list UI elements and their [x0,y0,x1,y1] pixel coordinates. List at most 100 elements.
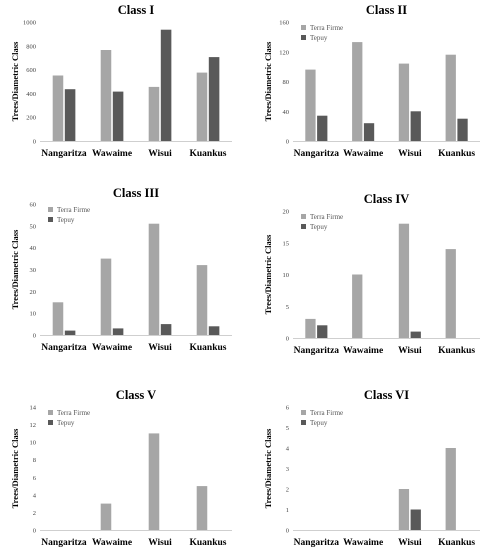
bar-terra-firme [305,318,316,338]
bar-terra-firme [445,448,456,530]
bar-tepuy [317,325,328,338]
y-tick-label: 14 [30,405,37,412]
legend-swatch [301,35,306,40]
chart-2: Class II Trees/Diametric Class 0 40 80 120 160… [263,3,480,159]
legend-label: Tepuy [57,419,75,427]
y-tick-label: 0 [286,336,289,343]
y-tick-label: 60 [30,202,37,209]
y-tick-label: 0 [33,139,36,146]
legend-swatch [48,217,53,222]
category-label: Wisui [398,149,422,159]
bar-terra-firme [148,86,160,141]
category-label: Wisui [148,343,172,353]
bar-tepuy [410,331,421,338]
bar-terra-firme [196,72,208,141]
y-axis-label: Trees/Diametric Class [263,41,273,121]
legend-label: Tepuy [310,34,328,42]
bar-terra-firme [445,249,456,338]
bar-tepuy [64,89,76,141]
y-tick-label: 8 [33,457,36,464]
y-tick-label: 600 [26,67,36,74]
legend-label: Tepuy [310,419,328,427]
bar-terra-firme [398,489,410,530]
y-tick-label: 1 [286,507,289,514]
legend-label: Terra Firme [310,409,343,417]
category-label: Kuankus [190,343,227,353]
bar-terra-firme [398,223,410,338]
legend-swatch [301,25,306,30]
category-label: Kuankus [190,149,227,159]
category-label: Nangaritza [294,149,340,159]
y-tick-label: 0 [33,333,36,340]
category-label: Kuankus [438,538,475,548]
chart-title: Class V [116,388,156,402]
bar-terra-firme [148,433,160,530]
bar-tepuy [410,111,421,142]
category-label: Nangaritza [294,346,340,356]
category-label: Wisui [148,538,172,548]
y-tick-label: 40 [283,109,290,116]
y-tick-label: 4 [33,492,37,499]
legend-swatch [48,410,53,415]
y-tick-label: 2 [286,487,289,494]
y-tick-label: 50 [30,223,37,230]
category-label: Nangaritza [294,538,340,548]
legend-swatch [301,214,306,219]
y-tick-label: 40 [30,245,37,252]
y-tick-label: 15 [283,240,290,247]
category-label: Kuankus [190,538,227,548]
category-label: Wawaime [92,149,132,159]
legend-label: Tepuy [57,216,75,224]
y-tick-label: 3 [286,466,289,473]
bar-terra-firme [52,302,64,336]
legend-swatch [48,420,53,425]
bar-terra-firme [100,503,112,530]
category-label: Wawaime [343,538,383,548]
bar-tepuy [208,326,220,335]
category-label: Wawaime [92,343,132,353]
y-tick-label: 20 [283,209,290,216]
y-tick-label: 800 [26,43,36,50]
category-label: Wawaime [343,149,383,159]
chart-title: Class IV [364,192,410,206]
chart-title: Class I [118,3,155,17]
category-label: Wawaime [343,346,383,356]
y-tick-label: 120 [279,49,289,56]
bar-terra-firme [352,274,363,338]
category-label: Kuankus [438,346,475,356]
legend-label: Terra Firme [310,213,343,221]
y-tick-label: 5 [286,304,289,311]
bar-tepuy [208,57,220,141]
legend-swatch [301,224,306,229]
y-tick-label: 1000 [23,20,36,27]
legend-label: Terra Firme [57,206,90,214]
chart-4: Class IV Trees/Diametric Class 0 5 10 15 20 Nan… [263,192,480,356]
bar-tepuy [112,91,124,141]
y-tick-label: 0 [33,528,36,535]
bar-terra-firme [398,63,410,141]
y-axis-label: Trees/Diametric Class [10,428,20,508]
bar-terra-firme [196,265,208,335]
legend-label: Tepuy [310,223,328,231]
legend-swatch [48,207,53,212]
chart-1: Class I Trees/Diametric Class 0 200 400 600 80… [10,3,232,159]
chart-3: Class III Trees/Diametric Class 0 10 20 30 40 5… [10,186,232,353]
bar-tepuy [317,115,328,141]
category-label: Wawaime [92,538,132,548]
bar-tepuy [410,509,421,530]
bar-terra-firme [196,486,208,530]
y-tick-label: 6 [286,405,290,412]
y-tick-label: 0 [286,139,289,146]
y-tick-label: 30 [30,267,37,274]
y-tick-label: 5 [286,425,289,432]
legend-label: Terra Firme [57,409,90,417]
legend-swatch [301,420,306,425]
bar-tepuy [64,330,76,335]
category-label: Wisui [398,346,422,356]
y-axis-label: Trees/Diametric Class [10,229,20,309]
y-tick-label: 10 [283,272,290,279]
y-tick-label: 80 [283,79,290,86]
bar-terra-firme [352,42,363,141]
y-tick-label: 4 [286,446,290,453]
